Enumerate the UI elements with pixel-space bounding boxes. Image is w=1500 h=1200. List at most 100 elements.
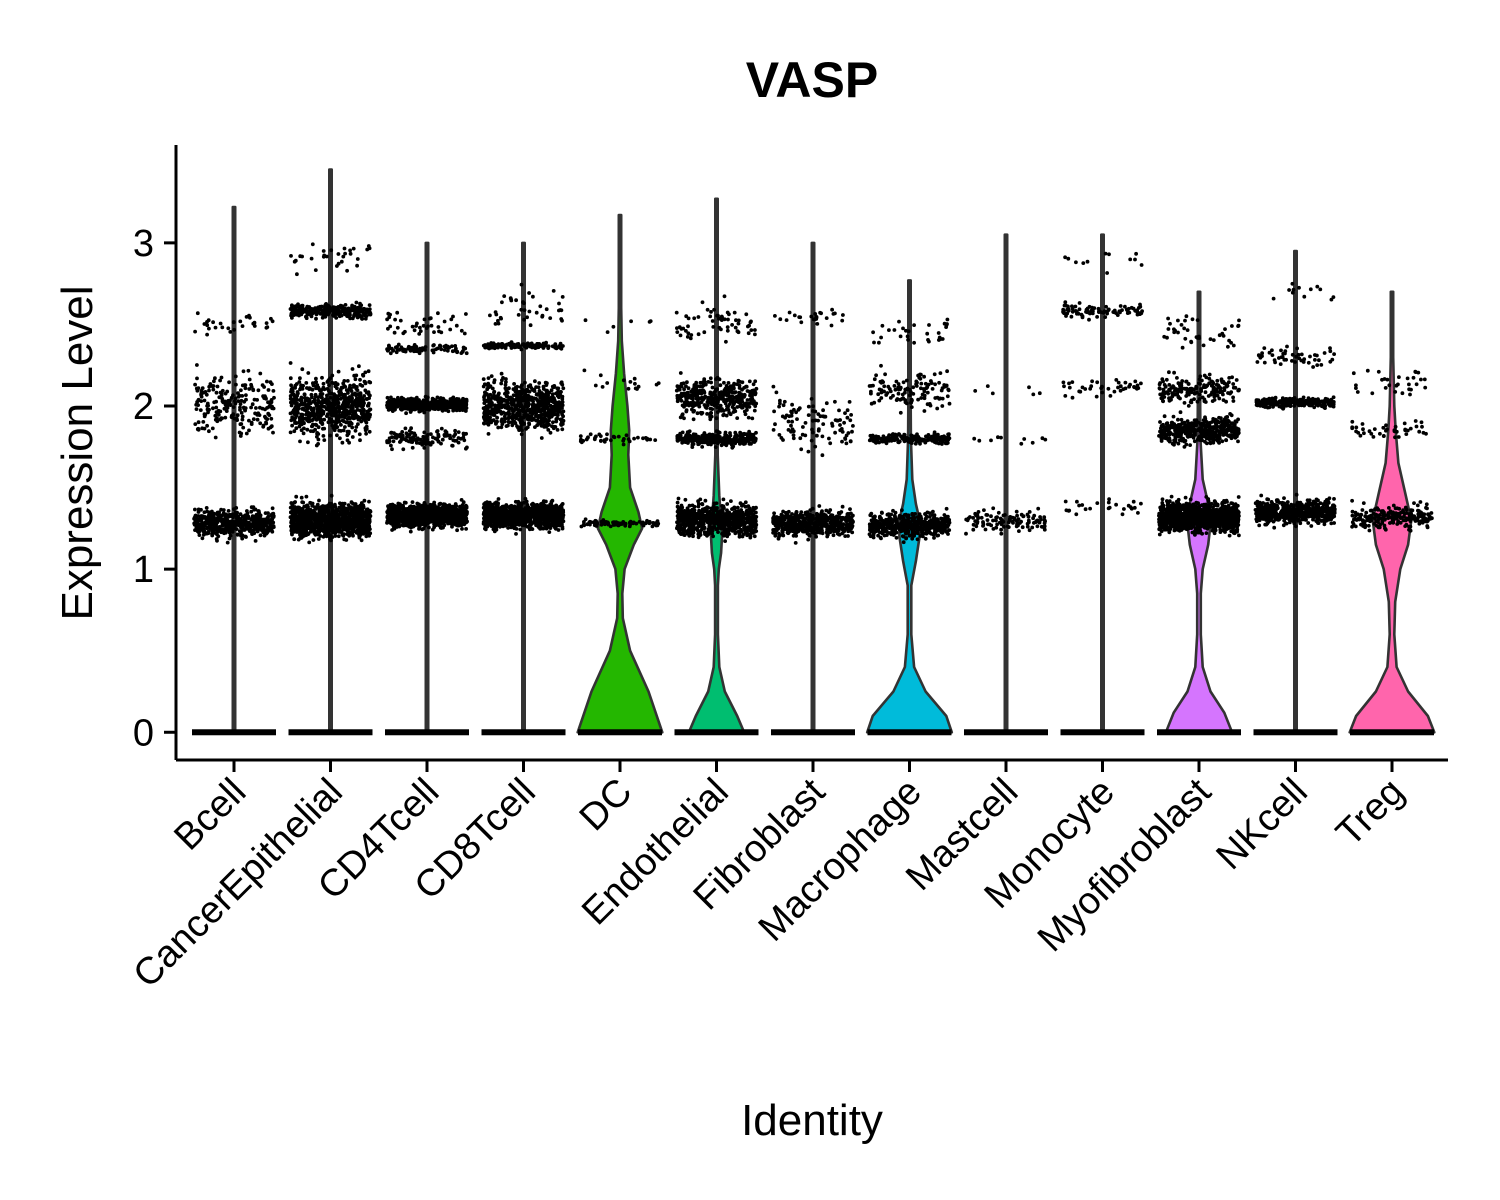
point bbox=[455, 528, 459, 532]
point bbox=[236, 533, 240, 537]
point bbox=[207, 318, 211, 322]
point bbox=[328, 502, 332, 506]
point bbox=[270, 512, 274, 516]
point bbox=[263, 521, 267, 525]
point bbox=[229, 534, 233, 538]
point bbox=[207, 429, 211, 433]
point bbox=[446, 433, 450, 437]
point bbox=[320, 422, 324, 426]
point bbox=[217, 511, 221, 515]
point bbox=[269, 417, 273, 421]
point bbox=[214, 406, 218, 410]
point bbox=[304, 417, 308, 421]
point bbox=[361, 411, 365, 415]
point bbox=[352, 247, 356, 251]
point bbox=[339, 414, 343, 418]
point bbox=[329, 420, 333, 424]
point bbox=[236, 413, 240, 417]
point bbox=[224, 403, 228, 407]
point bbox=[441, 506, 445, 510]
point bbox=[357, 534, 361, 538]
violin-body-bcell bbox=[233, 207, 235, 732]
point bbox=[350, 407, 354, 411]
point bbox=[247, 314, 251, 318]
point bbox=[322, 434, 326, 438]
point bbox=[211, 320, 215, 324]
point bbox=[311, 411, 315, 415]
point bbox=[312, 538, 316, 542]
point bbox=[290, 510, 294, 514]
point bbox=[249, 510, 253, 514]
point bbox=[352, 402, 356, 406]
point bbox=[321, 316, 325, 320]
point bbox=[335, 264, 339, 268]
point bbox=[337, 534, 341, 538]
violin-cd4tcell bbox=[385, 243, 469, 735]
point bbox=[443, 345, 447, 349]
point bbox=[272, 389, 276, 393]
point bbox=[388, 407, 392, 411]
point bbox=[343, 425, 347, 429]
point bbox=[409, 530, 413, 534]
point bbox=[207, 408, 211, 412]
point bbox=[349, 252, 353, 256]
point bbox=[323, 505, 327, 509]
point bbox=[233, 522, 237, 526]
point bbox=[292, 537, 296, 541]
point bbox=[195, 407, 199, 411]
point bbox=[262, 385, 266, 389]
point bbox=[227, 380, 231, 384]
point bbox=[237, 520, 241, 524]
point bbox=[415, 322, 419, 326]
point bbox=[205, 424, 209, 428]
point bbox=[351, 528, 355, 532]
point bbox=[463, 347, 467, 351]
point bbox=[219, 530, 223, 534]
point bbox=[264, 532, 268, 536]
point bbox=[413, 328, 417, 332]
point bbox=[305, 495, 309, 499]
point bbox=[353, 411, 357, 415]
point bbox=[334, 306, 338, 310]
point bbox=[453, 402, 457, 406]
point bbox=[319, 394, 323, 398]
point bbox=[389, 396, 393, 400]
point bbox=[340, 260, 344, 264]
point bbox=[462, 438, 466, 442]
point bbox=[452, 519, 456, 523]
point bbox=[206, 402, 210, 406]
point bbox=[240, 537, 244, 541]
point bbox=[347, 517, 351, 521]
point bbox=[397, 521, 401, 525]
point bbox=[220, 326, 224, 330]
point bbox=[224, 517, 228, 521]
point bbox=[211, 427, 215, 431]
point bbox=[314, 377, 318, 381]
point bbox=[304, 315, 308, 319]
point bbox=[365, 397, 369, 401]
point bbox=[424, 513, 428, 517]
point bbox=[314, 317, 318, 321]
point bbox=[317, 533, 321, 537]
point bbox=[242, 369, 246, 373]
point bbox=[446, 345, 450, 349]
point bbox=[317, 499, 321, 503]
point bbox=[195, 377, 199, 381]
point bbox=[205, 333, 209, 337]
point bbox=[244, 393, 248, 397]
point bbox=[316, 503, 320, 507]
point bbox=[335, 406, 339, 410]
violin-body-cd8tcell bbox=[522, 243, 524, 732]
point bbox=[404, 501, 408, 505]
point bbox=[337, 409, 341, 413]
point bbox=[337, 429, 341, 433]
point bbox=[465, 446, 469, 450]
point bbox=[421, 402, 425, 406]
point bbox=[195, 363, 199, 367]
point bbox=[319, 505, 323, 509]
point bbox=[228, 523, 232, 527]
point bbox=[313, 531, 317, 535]
point bbox=[337, 524, 341, 528]
point bbox=[260, 527, 264, 531]
point bbox=[320, 418, 324, 422]
